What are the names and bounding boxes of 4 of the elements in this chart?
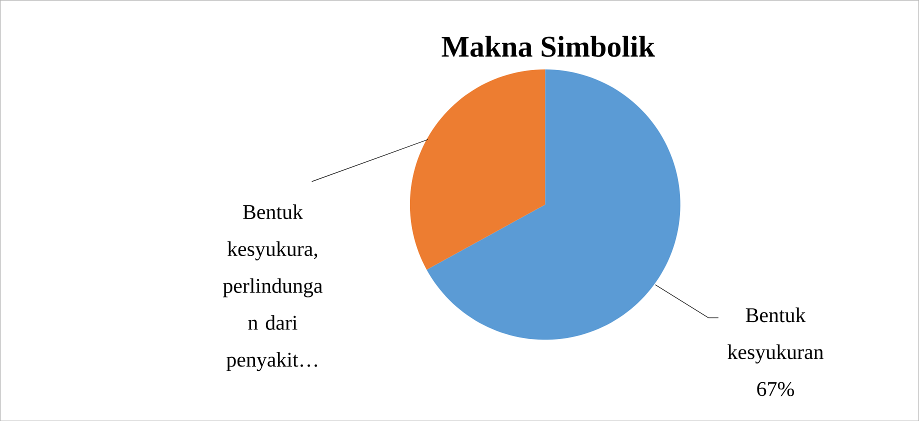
slice-label: Bentuk kesyukura, perlindunga n dari penyakit… — [223, 204, 322, 371]
slice-label: Bentuk kesyukuran — [728, 307, 824, 364]
chart-title: Makna Simbolik — [442, 36, 655, 57]
data-label: 67% — [757, 382, 794, 396]
